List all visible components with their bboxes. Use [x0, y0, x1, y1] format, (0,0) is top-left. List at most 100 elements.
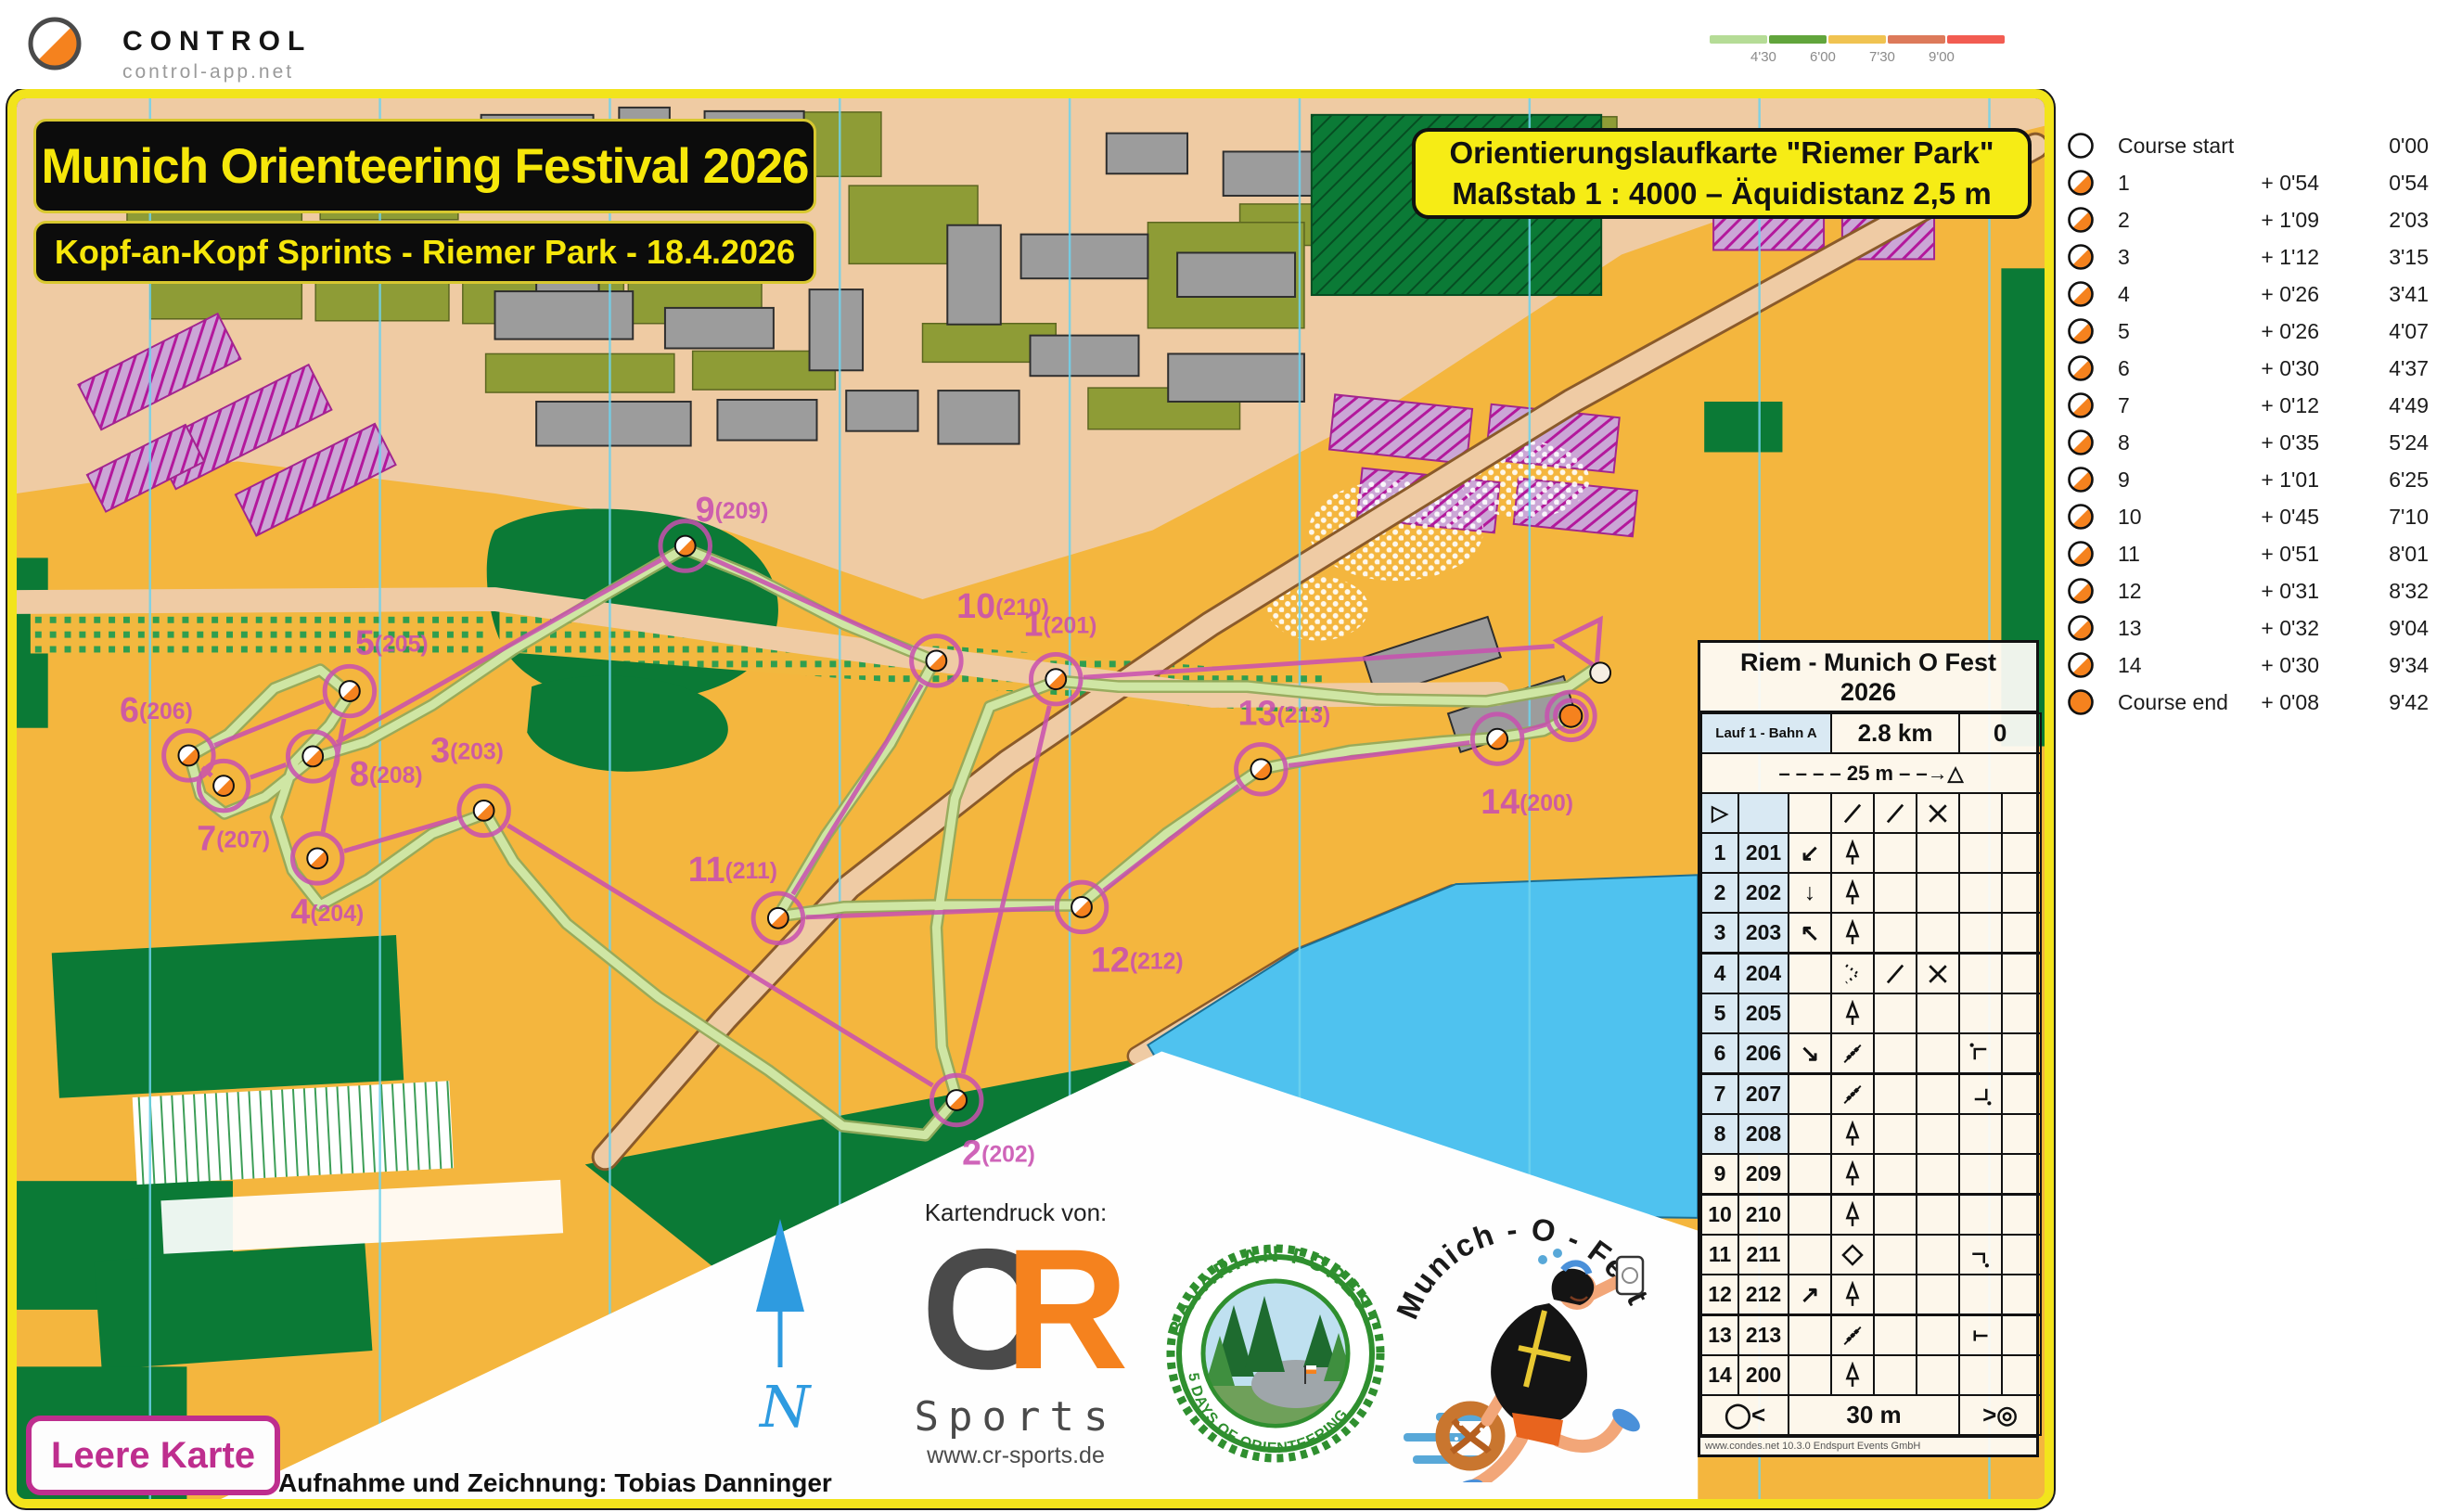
sheet-control-row: 1 201 ↙: [1700, 832, 2043, 874]
legend-segment: [1828, 35, 1886, 44]
split-label: 5: [2118, 319, 2130, 343]
control-flag-icon: [1250, 758, 1273, 781]
pace-legend-bar: [1710, 35, 2016, 44]
munich-o-fest-logo: Munich - O - Fest: [1387, 1195, 1665, 1499]
map-credit: Aufnahme und Zeichnung: Tobias Danninger: [278, 1468, 832, 1497]
split-total: 4'37: [2389, 356, 2429, 380]
runner-end-dot: [1558, 703, 1584, 728]
split-row[interactable]: Course end + 0'08 9'42: [2064, 684, 2449, 721]
split-total: 4'07: [2389, 319, 2429, 343]
finish-symbol-cell: >◎: [1958, 1394, 2043, 1436]
split-row[interactable]: 14 + 0'30 9'34: [2064, 647, 2449, 684]
sheet-title: Riem - Munich O Fest 2026: [1700, 643, 2036, 712]
split-delta: + 0'26: [2261, 319, 2319, 343]
legend-label: 7'30: [1869, 49, 1895, 65]
course-name-cell: Lauf 1 - Bahn A: [1699, 712, 1833, 754]
control-flag-icon: [301, 745, 325, 768]
cr-sports-url[interactable]: www.cr-sports.de: [927, 1442, 1105, 1468]
control-circle-icon: [2067, 243, 2095, 271]
split-total: 9'42: [2389, 690, 2429, 714]
split-row[interactable]: Course start 0'00: [2064, 127, 2449, 164]
split-row[interactable]: 9 + 1'01 6'25: [2064, 461, 2449, 498]
blank-map-button[interactable]: Leere Karte: [26, 1416, 280, 1495]
control-circle-icon: [2067, 577, 2095, 605]
split-label: 3: [2118, 245, 2130, 269]
split-row[interactable]: 6 + 0'30 4'37: [2064, 350, 2449, 387]
finish-circle-outer: [1545, 689, 1597, 743]
split-delta: + 1'09: [2261, 208, 2319, 232]
control-circle-icon: [2067, 503, 2095, 531]
app-logo[interactable]: CONTROL control-app.net: [26, 11, 332, 83]
split-label: 1: [2118, 171, 2130, 195]
split-label: 9: [2118, 468, 2130, 492]
north-arrow: N: [737, 1215, 823, 1442]
sheet-control-row: 3 203 ↖: [1700, 912, 2043, 955]
top-bar: CONTROL control-app.net 4'30 6'00 7'30 9'00: [0, 0, 2449, 89]
split-row[interactable]: 10 + 0'45 7'10: [2064, 498, 2449, 535]
course-end-icon: [2067, 688, 2095, 716]
split-delta: + 1'01: [2261, 468, 2319, 492]
split-total: 8'32: [2389, 579, 2429, 603]
legend-label: 4'30: [1750, 49, 1776, 65]
cr-logo-icon: C R: [921, 1214, 1129, 1405]
sheet-control-row: 10 210: [1700, 1193, 2043, 1236]
control-flag-icon: [1045, 668, 1068, 691]
split-row[interactable]: 7 + 0'12 4'49: [2064, 387, 2449, 424]
control-flag-icon: [766, 906, 789, 929]
sheet-control-row: 8 208: [1700, 1113, 2043, 1155]
pace-legend: 4'30 6'00 7'30 9'00: [1710, 35, 2016, 82]
bavarian-forest-logo: BAVARIAN FOREST 5 DAYS OF ORIENTEERING: [1155, 1226, 1387, 1481]
control-flag-icon: [1486, 727, 1509, 750]
split-row[interactable]: 13 + 0'32 9'04: [2064, 609, 2449, 647]
split-row[interactable]: 11 + 0'51 8'01: [2064, 535, 2449, 572]
map-info-box: Orientierungslaufkarte "Riemer Park" Maß…: [1412, 128, 2032, 219]
split-row[interactable]: 12 + 0'31 8'32: [2064, 572, 2449, 609]
split-total: 0'00: [2389, 134, 2429, 158]
control-flag-icon: [1071, 896, 1093, 918]
control-flag-icon: [177, 744, 200, 767]
split-total: 6'25: [2389, 468, 2429, 492]
split-delta: + 0'12: [2261, 393, 2319, 417]
control-flag-icon: [338, 680, 361, 702]
brand-name: CONTROL: [122, 26, 313, 57]
control-circle-icon: [2067, 169, 2095, 197]
split-row[interactable]: 2 + 1'09 2'03: [2064, 201, 2449, 238]
course-start-icon: [2067, 132, 2095, 160]
control-flag-markers: [177, 534, 1509, 1111]
control-circle-icon: [2067, 280, 2095, 308]
split-row[interactable]: 8 + 0'35 5'24: [2064, 424, 2449, 461]
cr-sports-name: Sports: [914, 1393, 1118, 1441]
sheet-control-row: 9 209: [1700, 1153, 2043, 1196]
split-label: 8: [2118, 430, 2130, 455]
control-description-sheet: Riem - Munich O Fest 2026 Lauf 1 - Bahn …: [1698, 640, 2043, 1457]
split-label: 11: [2118, 542, 2140, 566]
split-label: 14: [2118, 653, 2142, 677]
split-row[interactable]: 4 + 0'26 3'41: [2064, 275, 2449, 313]
split-delta: + 0'54: [2261, 171, 2319, 195]
split-delta: + 0'31: [2261, 579, 2319, 603]
splits-sidebar: Course start 0'00 1 + 0'54 0'54 2 + 1'09 2'03 3 +…: [2064, 89, 2449, 1512]
control-circle-icon: [2067, 391, 2095, 419]
split-row[interactable]: 3 + 1'12 3'15: [2064, 238, 2449, 275]
split-delta: + 0'08: [2261, 690, 2319, 714]
split-row[interactable]: 5 + 0'26 4'07: [2064, 313, 2449, 350]
split-delta: + 0'30: [2261, 356, 2319, 380]
sheet-control-row: 2 202 ↓: [1700, 872, 2043, 914]
split-label: 7: [2118, 393, 2130, 417]
start-triangle: [1552, 615, 1603, 672]
control-flag-icon: [673, 534, 697, 557]
split-label: 13: [2118, 616, 2142, 640]
control-logo-icon: [26, 15, 83, 71]
split-list: Course start 0'00 1 + 0'54 0'54 2 + 1'09 2'03 3 +…: [2064, 127, 2449, 721]
split-delta: + 0'32: [2261, 616, 2319, 640]
svg-text:R: R: [1005, 1227, 1127, 1394]
split-total: 2'03: [2389, 208, 2429, 232]
control-description-table: Lauf 1 - Bahn A 2.8 km 0 – – – – 25 m – …: [1699, 712, 2043, 1436]
map-info-line2: Maßstab 1 : 4000 – Äquidistanz 2,5 m: [1452, 176, 1992, 211]
legend-segment: [1769, 35, 1827, 44]
control-flag-icon: [306, 847, 329, 870]
split-row[interactable]: 1 + 0'54 0'54: [2064, 164, 2449, 201]
pace-legend-labels: 4'30 6'00 7'30 9'00: [1710, 44, 2016, 66]
control-flag-icon: [472, 799, 495, 822]
